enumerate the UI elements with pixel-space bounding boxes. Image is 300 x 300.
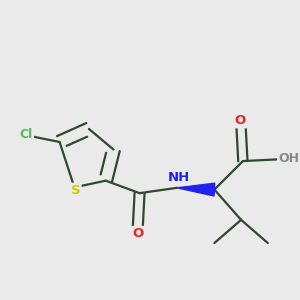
Text: S: S [71, 184, 81, 197]
Text: O: O [235, 114, 246, 127]
Text: NH: NH [168, 171, 190, 184]
Text: Cl: Cl [20, 128, 33, 141]
Text: O: O [132, 227, 143, 240]
Text: OH: OH [278, 152, 299, 165]
Polygon shape [177, 183, 215, 196]
